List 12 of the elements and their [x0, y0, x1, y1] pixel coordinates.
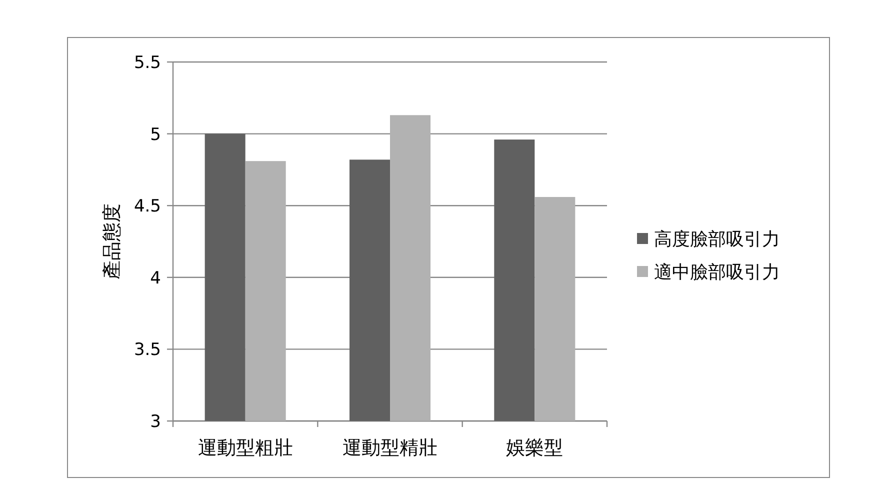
y-tick-label: 3.5 — [134, 340, 161, 360]
legend-label: 適中臉部吸引力 — [654, 262, 780, 283]
y-tick-label: 4.5 — [134, 196, 161, 217]
x-tick-label: 運動型精壯 — [342, 437, 438, 459]
y-tick-label: 5.5 — [134, 53, 161, 73]
legend-label: 高度臉部吸引力 — [654, 229, 780, 250]
y-tick-label: 3 — [150, 412, 161, 432]
y-axis-title: 產品態度 — [101, 204, 123, 280]
x-tick-label: 運動型粗壯 — [198, 437, 293, 459]
y-tick-label: 5 — [150, 124, 161, 145]
x-tick-label: 娛樂型 — [506, 437, 564, 459]
y-tick-label: 4 — [150, 268, 161, 288]
